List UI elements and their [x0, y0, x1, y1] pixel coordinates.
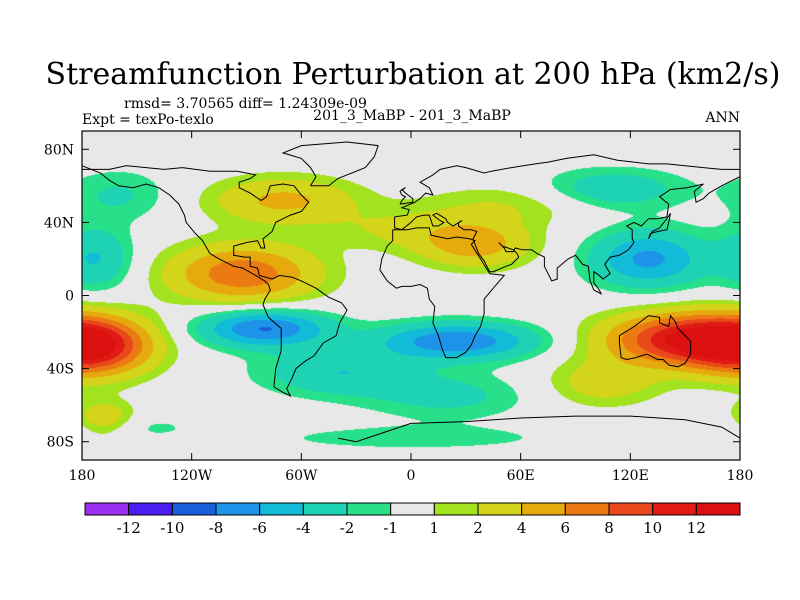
colorbar-label: 8 [604, 519, 614, 537]
colorbar-swatch [477, 502, 523, 516]
coastline-segment-5 [618, 314, 692, 368]
x-tick-label: 180 [69, 468, 96, 484]
colorbar-swatch [390, 502, 435, 516]
colorbar-swatch [128, 502, 173, 516]
experiment-label: Expt = texPo-texlo [82, 112, 214, 128]
colorbar-swatch [608, 502, 654, 516]
y-tick-label: 40S [47, 362, 74, 378]
coastline-segment-8 [337, 415, 741, 443]
colorbar-label: 6 [561, 519, 571, 537]
colorbar: -12 -10 -8 -6 -4 -2 -1 1 2 4 6 8 10 12 [84, 502, 741, 537]
case-label: 201_3_MaBP - 201_3_MaBP [313, 108, 511, 124]
colorbar-swatch [84, 502, 130, 516]
y-tick-label: 80S [47, 435, 74, 451]
coastline-segment-3 [394, 154, 740, 218]
x-tick-label: 60E [507, 468, 535, 484]
colorbar-label: 10 [643, 519, 662, 537]
x-tick-label: 120E [612, 468, 649, 484]
y-axis: 80N 40N 0 40S 80S [44, 142, 740, 451]
colorbar-label: -12 [117, 519, 141, 537]
coastline-segment-0 [81, 165, 348, 398]
colorbar-label: 12 [687, 519, 706, 537]
colorbar-label: -1 [383, 519, 398, 537]
x-tick-label: 0 [407, 468, 416, 484]
contour-fill [82, 131, 740, 460]
x-axis: 180 120W 60W 0 60E 120E 180 [69, 131, 754, 484]
stats-line: rmsd= 3.70565 diff= 1.24309e-09 [124, 96, 367, 112]
colorbar-label: 2 [473, 519, 483, 537]
colorbar-label: 4 [517, 519, 527, 537]
season-label: ANN [704, 110, 740, 126]
colorbar-swatch [346, 502, 392, 516]
coastline-segment-2 [379, 227, 506, 359]
colorbar-label: 1 [430, 519, 440, 537]
x-tick-label: 120W [171, 468, 213, 484]
y-tick-label: 80N [44, 142, 74, 158]
coastlines [81, 141, 741, 443]
colorbar-swatch [259, 502, 304, 516]
colorbar-swatch [171, 502, 217, 516]
colorbar-label: -4 [296, 519, 311, 537]
colorbar-label: -2 [340, 519, 355, 537]
coastline-segment-1 [281, 141, 379, 187]
x-tick-label: 60W [285, 468, 318, 484]
colorbar-swatch [215, 502, 261, 516]
colorbar-swatch [652, 502, 697, 516]
colorbar-label: -10 [160, 519, 184, 537]
colorbar-label: -6 [252, 519, 267, 537]
colorbar-swatch [564, 502, 610, 516]
coastline-segment-7 [648, 213, 671, 240]
coastline-segment-6 [399, 187, 414, 205]
chart-title: Streamfunction Perturbation at 200 hPa (… [46, 57, 781, 92]
colorbar-swatch [695, 502, 741, 516]
y-tick-label: 0 [65, 289, 74, 305]
colorbar-swatch [302, 502, 348, 516]
y-tick-label: 40N [44, 215, 74, 231]
colorbar-swatch [521, 502, 566, 516]
x-tick-label: 180 [727, 468, 754, 484]
colorbar-swatch [433, 502, 479, 516]
coastline-segment-4 [394, 176, 741, 295]
map-plot-area: 180 120W 60W 0 60E 120E 180 80N 40N 0 40S 80S [44, 130, 754, 484]
colorbar-label: -8 [209, 519, 224, 537]
